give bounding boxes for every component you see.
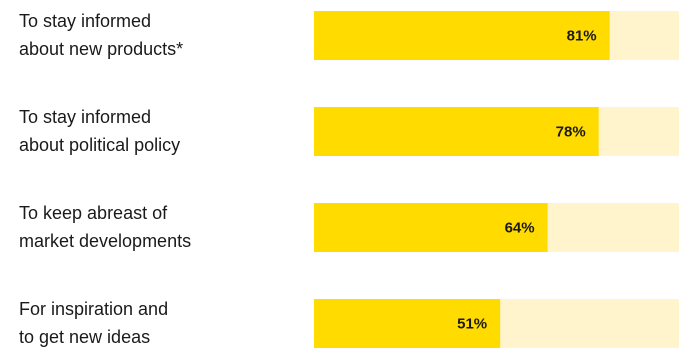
bar-row: To keep abreast of market developments 64% xyxy=(19,203,679,252)
category-label-line: To stay informed xyxy=(19,11,151,31)
value-label: 81% xyxy=(567,28,597,45)
category-label-line: To stay informed xyxy=(19,107,151,127)
category-label-line: To keep abreast of xyxy=(19,203,168,223)
category-label-line: to get new ideas xyxy=(19,327,150,347)
category-label-line: about new products* xyxy=(19,39,183,59)
category-label: To stay informed about new products* xyxy=(19,11,183,59)
category-label-line: about political policy xyxy=(19,135,180,155)
bar xyxy=(314,107,599,156)
category-label: For inspiration and to get new ideas xyxy=(19,299,168,347)
bar-row: To stay informed about political policy 78… xyxy=(19,107,679,156)
bar xyxy=(314,299,501,348)
category-label: To keep abreast of market developments xyxy=(19,203,191,251)
category-label-line: market developments xyxy=(19,231,191,251)
bar xyxy=(314,203,548,252)
value-label: 78% xyxy=(556,124,586,141)
bar-row: To stay informed about new products* 81% xyxy=(19,11,679,60)
value-label: 64% xyxy=(505,220,535,237)
category-label: To stay informed about political policy xyxy=(19,107,180,155)
value-label: 51% xyxy=(457,316,487,333)
bar-row: For inspiration and to get new ideas 51% xyxy=(19,299,679,348)
bar xyxy=(314,11,610,60)
category-label-line: For inspiration and xyxy=(19,299,168,319)
